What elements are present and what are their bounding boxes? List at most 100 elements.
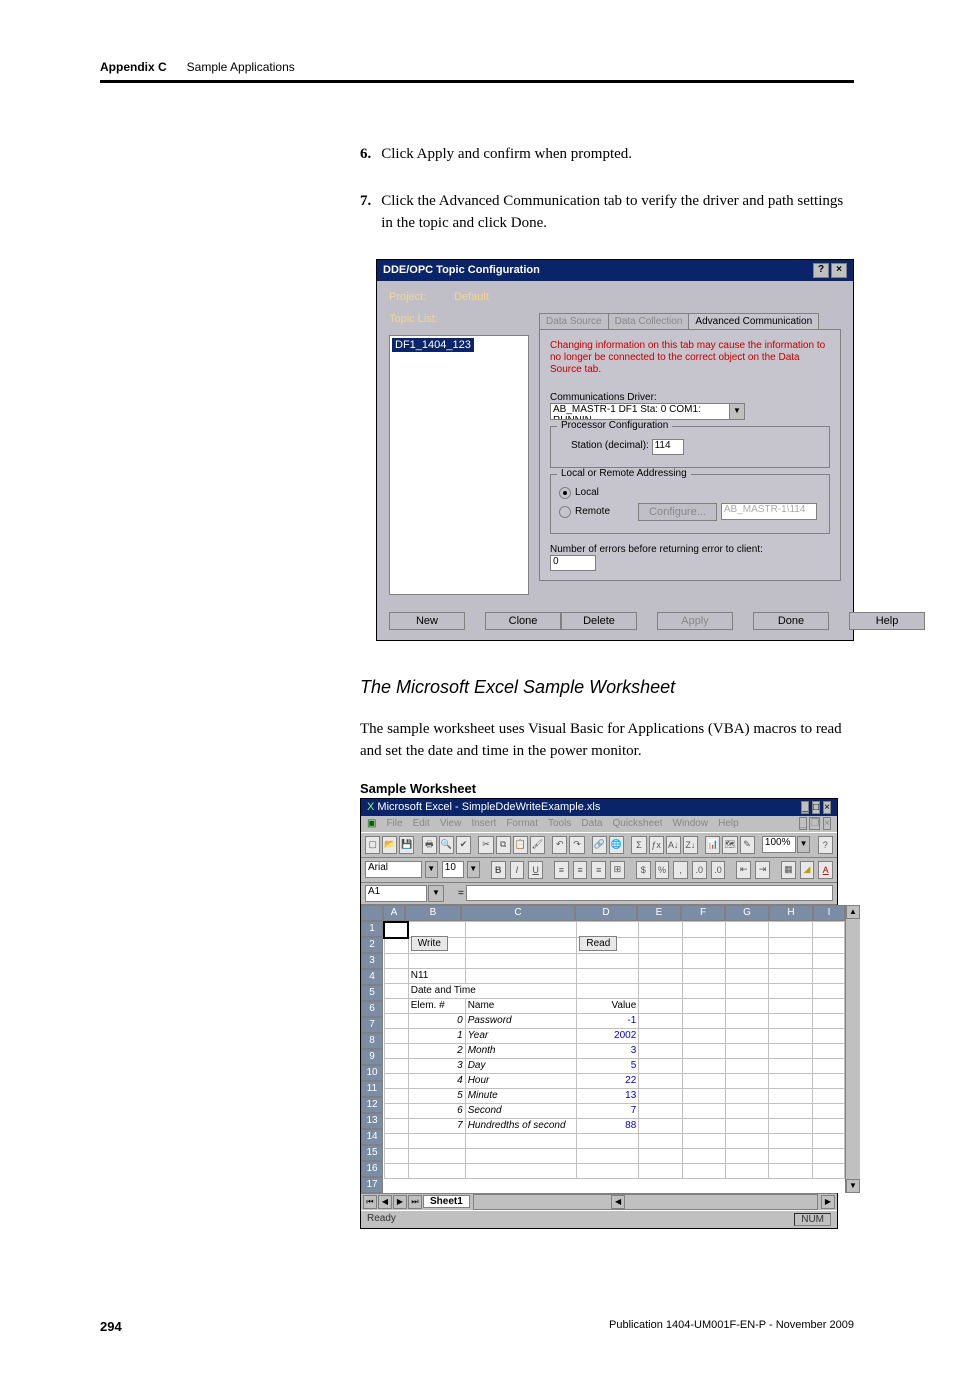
row-header[interactable]: 15	[361, 1145, 383, 1161]
standard-toolbar[interactable]: ▢ 📂 💾 🖶 🔍 ✔ ✂ ⧉ 📋 🖌 ↶ ↷ 🔗 🌐 Σ ƒx A↓ Z↓ 📊	[361, 832, 837, 858]
font-color-icon[interactable]: A	[818, 861, 833, 879]
cell[interactable]: 1	[408, 1028, 465, 1043]
formula-bar[interactable]	[466, 885, 833, 901]
formula-equals-icon[interactable]: =	[458, 888, 464, 899]
comma-icon[interactable]: ,	[673, 861, 688, 879]
write-button[interactable]: Write	[411, 936, 448, 951]
menu-format[interactable]: Format	[506, 818, 538, 829]
menu-help[interactable]: Help	[718, 818, 739, 829]
col-header-h[interactable]: H	[769, 905, 813, 921]
open-file-icon[interactable]: 📂	[382, 836, 397, 854]
cell[interactable]: N11	[408, 968, 465, 983]
redo-icon[interactable]: ↷	[569, 836, 584, 854]
cell[interactable]: Value	[577, 998, 639, 1013]
scroll-thumb[interactable]: ◀	[611, 1195, 625, 1209]
cell[interactable]: 88	[577, 1118, 639, 1133]
row-header[interactable]: 11	[361, 1081, 383, 1097]
cell[interactable]: Day	[465, 1058, 577, 1073]
menu-quicksheet[interactable]: Quicksheet	[612, 818, 662, 829]
radio-local[interactable]	[559, 487, 571, 499]
office-assistant-icon[interactable]: ?	[818, 836, 833, 854]
tab-advanced-communication[interactable]: Advanced Communication	[688, 313, 819, 329]
col-header-i[interactable]: I	[813, 905, 845, 921]
scroll-down-icon[interactable]: ▼	[846, 1179, 860, 1193]
row-header[interactable]: 5	[361, 985, 383, 1001]
row-header[interactable]: 6	[361, 1001, 383, 1017]
cell[interactable]: 7	[408, 1118, 465, 1133]
drawing-icon[interactable]: ✎	[740, 836, 755, 854]
chevron-down-icon[interactable]: ▼	[467, 861, 480, 878]
cell[interactable]: Hour	[465, 1073, 577, 1088]
menu-insert[interactable]: Insert	[471, 818, 496, 829]
chart-wizard-icon[interactable]: 📊	[705, 836, 720, 854]
first-sheet-icon[interactable]: ⏮	[363, 1195, 377, 1209]
cell[interactable]: 22	[577, 1073, 639, 1088]
cell[interactable]: 3	[577, 1043, 639, 1058]
cell[interactable]: Minute	[465, 1088, 577, 1103]
col-header-e[interactable]: E	[637, 905, 681, 921]
increase-indent-icon[interactable]: ⇥	[755, 861, 770, 879]
cell[interactable]: 0	[408, 1013, 465, 1028]
chevron-down-icon[interactable]: ▼	[729, 403, 745, 420]
cell[interactable]: 5	[577, 1058, 639, 1073]
cell[interactable]: Hundredths of second	[465, 1118, 577, 1133]
sort-asc-icon[interactable]: A↓	[666, 836, 681, 854]
formatting-toolbar[interactable]: Arial▼ 10▼ B I U ≡ ≡ ≡ ⊞ $ % , .0 .0 ⇤ ⇥…	[361, 858, 837, 883]
cell[interactable]: 7	[577, 1103, 639, 1118]
menu-data[interactable]: Data	[581, 818, 602, 829]
last-sheet-icon[interactable]: ⏭	[408, 1195, 422, 1209]
autosum-icon[interactable]: Σ	[631, 836, 646, 854]
menu-bar[interactable]: ▣ File Edit View Insert Format Tools Dat…	[361, 816, 837, 832]
row-header[interactable]: 10	[361, 1065, 383, 1081]
row-header[interactable]: 14	[361, 1129, 383, 1145]
row-header[interactable]: 4	[361, 969, 383, 985]
menu-file[interactable]: File	[386, 818, 402, 829]
col-header-f[interactable]: F	[681, 905, 725, 921]
row-header[interactable]: 3	[361, 953, 383, 969]
vertical-scrollbar[interactable]: ▲ ▼	[845, 905, 860, 1193]
spelling-icon[interactable]: ✔	[456, 836, 471, 854]
paste-icon[interactable]: 📋	[513, 836, 528, 854]
percent-icon[interactable]: %	[655, 861, 670, 879]
cell[interactable]: Elem. #	[408, 998, 465, 1013]
clone-button[interactable]: Clone	[485, 612, 561, 630]
sort-desc-icon[interactable]: Z↓	[683, 836, 698, 854]
col-header-g[interactable]: G	[725, 905, 769, 921]
prev-sheet-icon[interactable]: ◀	[378, 1195, 392, 1209]
cell[interactable]: 13	[577, 1088, 639, 1103]
doc-close-icon[interactable]: ×	[823, 817, 831, 830]
select-all-corner[interactable]	[361, 905, 383, 921]
row-header[interactable]: 8	[361, 1033, 383, 1049]
bold-icon[interactable]: B	[491, 861, 506, 879]
sheet-tab[interactable]: Sheet1	[423, 1195, 470, 1208]
italic-icon[interactable]: I	[510, 861, 525, 879]
maximize-icon[interactable]: □	[812, 801, 820, 814]
tab-data-source[interactable]: Data Source	[539, 313, 609, 329]
row-header[interactable]: 1	[361, 921, 383, 937]
align-left-icon[interactable]: ≡	[554, 861, 569, 879]
cell[interactable]: Name	[465, 998, 577, 1013]
read-button[interactable]: Read	[579, 936, 617, 951]
horizontal-scrollbar[interactable]: ◀	[473, 1194, 818, 1210]
next-sheet-icon[interactable]: ▶	[393, 1195, 407, 1209]
topic-list[interactable]: DF1_1404_123	[389, 335, 529, 595]
help-icon[interactable]: ?	[813, 263, 829, 278]
undo-icon[interactable]: ↶	[552, 836, 567, 854]
cell[interactable]: 4	[408, 1073, 465, 1088]
chevron-down-icon[interactable]: ▼	[797, 836, 811, 853]
menu-edit[interactable]: Edit	[413, 818, 430, 829]
delete-button[interactable]: Delete	[561, 612, 637, 630]
row-header[interactable]: 16	[361, 1161, 383, 1177]
row-header[interactable]: 9	[361, 1049, 383, 1065]
print-icon[interactable]: 🖶	[422, 836, 437, 854]
increase-decimal-icon[interactable]: .0	[692, 861, 707, 879]
comm-driver-select[interactable]: AB_MASTR-1 DF1 Sta: 0 COM1: RUNNIN	[550, 403, 730, 420]
hyperlink-icon[interactable]: 🔗	[592, 836, 607, 854]
align-center-icon[interactable]: ≡	[573, 861, 588, 879]
row-header[interactable]: 17	[361, 1177, 383, 1193]
merge-center-icon[interactable]: ⊞	[610, 861, 625, 879]
menu-tools[interactable]: Tools	[548, 818, 571, 829]
font-name-select[interactable]: Arial	[365, 861, 422, 878]
cell[interactable]: -1	[577, 1013, 639, 1028]
done-button[interactable]: Done	[753, 612, 829, 630]
